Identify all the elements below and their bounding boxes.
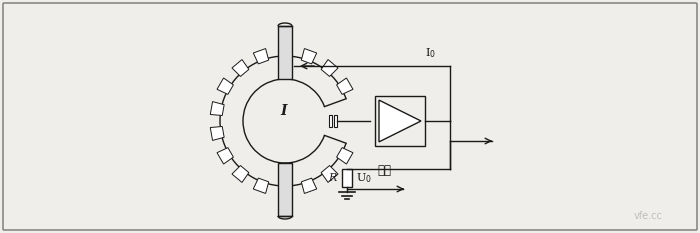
Bar: [278, 163, 292, 216]
Text: 输出: 输出: [377, 164, 391, 178]
Polygon shape: [301, 178, 316, 193]
Text: R: R: [328, 173, 337, 183]
Polygon shape: [253, 178, 269, 193]
Polygon shape: [210, 102, 224, 116]
Bar: [334, 115, 337, 127]
Polygon shape: [253, 48, 269, 64]
Polygon shape: [279, 184, 291, 196]
Bar: [278, 26, 292, 79]
Polygon shape: [232, 166, 249, 182]
Polygon shape: [279, 46, 291, 58]
Text: I: I: [281, 104, 287, 118]
FancyBboxPatch shape: [3, 3, 697, 230]
Polygon shape: [232, 60, 249, 76]
Text: vfe.cc: vfe.cc: [634, 211, 663, 221]
Polygon shape: [337, 78, 353, 94]
Polygon shape: [210, 127, 224, 140]
Text: U$_0$: U$_0$: [356, 171, 372, 185]
Bar: [375, 96, 425, 146]
Polygon shape: [301, 48, 316, 64]
Polygon shape: [217, 78, 233, 94]
Polygon shape: [321, 60, 338, 76]
Bar: [329, 115, 332, 127]
Polygon shape: [217, 148, 233, 164]
Polygon shape: [379, 100, 421, 142]
Polygon shape: [321, 166, 338, 182]
Polygon shape: [337, 148, 353, 164]
Text: I$_0$: I$_0$: [425, 46, 435, 60]
Bar: [342, 169, 352, 187]
